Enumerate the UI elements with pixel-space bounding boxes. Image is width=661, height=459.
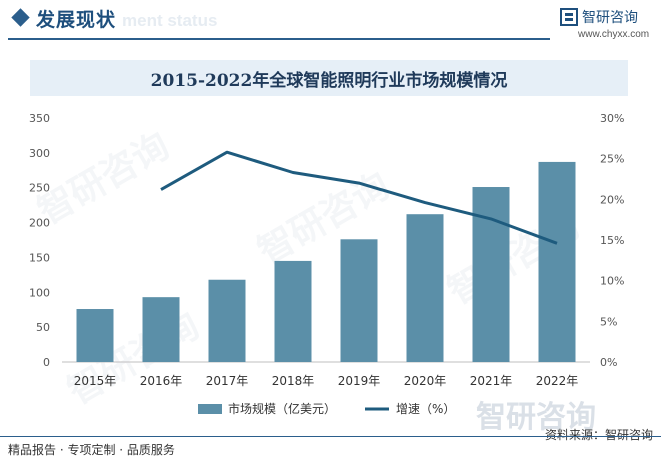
y-left-tick-label: 200 [29, 217, 50, 230]
bar [538, 161, 576, 362]
x-tick-label: 2020年 [404, 374, 447, 388]
y-right-tick-label: 20% [600, 193, 624, 206]
y-right-tick-label: 30% [600, 112, 624, 125]
y-right-tick-label: 25% [600, 153, 624, 166]
y-left-tick-label: 150 [29, 251, 50, 264]
chart-title-band [30, 60, 628, 96]
y-left-tick-label: 250 [29, 182, 50, 195]
header-subtitle: ment status [122, 11, 218, 30]
bar [142, 297, 180, 362]
y-right-tick-label: 0% [600, 356, 617, 369]
y-left-tick-label: 0 [43, 356, 50, 369]
legend-bar-label: 市场规模（亿美元） [228, 401, 336, 416]
header-divider [8, 38, 550, 40]
header-title: 发展现状 [36, 9, 117, 31]
bar [274, 260, 312, 362]
brand-logo-icon [560, 8, 578, 26]
y-left-tick-label: 350 [29, 112, 50, 125]
brand-name: 智研咨询 [582, 10, 638, 26]
source-note: 资料来源：智研咨询 [544, 428, 653, 442]
chart-title: 2015-2022年全球智能照明行业市场规模情况 [150, 71, 508, 91]
y-left-tick-label: 100 [29, 286, 50, 299]
page-header: ment status 发展现状 智研咨询 www.chyxx.com [0, 0, 661, 40]
bar [472, 187, 510, 362]
bar [208, 279, 246, 362]
y-left-tick-label: 300 [29, 147, 50, 160]
y-right-tick-label: 5% [600, 315, 617, 328]
x-tick-label: 2015年 [74, 374, 117, 388]
x-tick-label: 2021年 [470, 374, 513, 388]
watermark-logo: 智研咨询 [476, 400, 596, 435]
x-tick-label: 2022年 [536, 374, 579, 388]
footer-divider [0, 436, 661, 437]
bar [76, 309, 114, 362]
x-tick-label: 2019年 [338, 374, 381, 388]
bar [340, 239, 378, 362]
x-tick-label: 2018年 [272, 374, 315, 388]
footer-slogan: 精品报告 · 专项定制 · 品质服务 [8, 443, 175, 457]
brand-url: www.chyxx.com [578, 29, 650, 40]
y-left-tick-label: 50 [36, 321, 50, 334]
bar [406, 214, 444, 362]
y-right-tick-label: 10% [600, 275, 624, 288]
x-tick-label: 2016年 [140, 374, 183, 388]
legend-line-label: 增速（%） [396, 402, 455, 416]
growth-line [160, 150, 558, 245]
legend-bar-swatch [198, 404, 222, 414]
y-right-tick-label: 15% [600, 234, 624, 247]
x-tick-label: 2017年 [206, 374, 249, 388]
